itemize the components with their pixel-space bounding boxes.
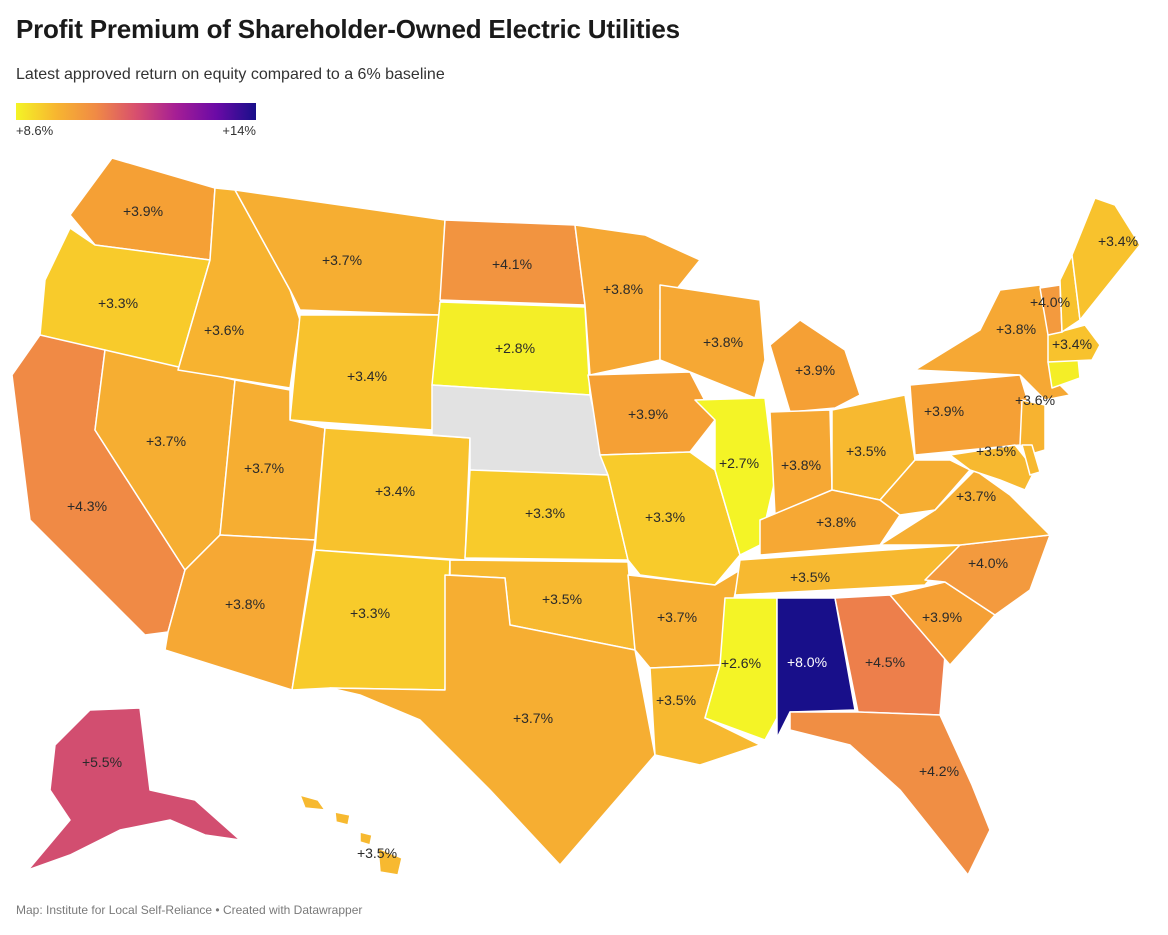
state-ia[interactable] (587, 371, 716, 456)
label-id: +3.6% (204, 322, 244, 338)
us-choropleth-map: +3.9% +3.3% +4.3% +3.7% +3.6% +3.7% +3.4… (11, 157, 1141, 876)
label-nm: +3.3% (350, 605, 390, 621)
label-la: +3.5% (656, 692, 696, 708)
label-pa: +3.9% (924, 403, 964, 419)
label-ut: +3.7% (244, 460, 284, 476)
label-wi: +3.8% (703, 334, 743, 350)
label-wy: +3.4% (347, 368, 387, 384)
label-az: +3.8% (225, 596, 265, 612)
state-al[interactable] (776, 597, 856, 739)
label-ky: +3.8% (816, 514, 856, 530)
state-tn[interactable] (734, 544, 961, 596)
label-ca: +4.3% (67, 498, 107, 514)
state-de[interactable] (1021, 444, 1041, 476)
label-nc: +4.0% (968, 555, 1008, 571)
map-subtitle: Latest approved return on equity compare… (16, 66, 445, 83)
state-ak[interactable] (27, 707, 241, 871)
label-il: +2.7% (719, 455, 759, 471)
state-mt[interactable] (234, 189, 446, 316)
map-title: Profit Premium of Shareholder-Owned Elec… (16, 14, 680, 44)
state-ma[interactable] (1047, 324, 1101, 363)
label-mt: +3.7% (322, 252, 362, 268)
state-labels: +3.9% +3.3% +4.3% +3.7% +3.6% +3.7% +3.4… (67, 203, 1138, 861)
label-ia: +3.9% (628, 406, 668, 422)
state-il[interactable] (694, 397, 776, 556)
source-credit: Map: Institute for Local Self-Reliance •… (16, 903, 363, 917)
label-me: +3.4% (1098, 233, 1138, 249)
legend-gradient-bar (16, 103, 256, 120)
label-ks: +3.3% (525, 505, 565, 521)
state-nj[interactable] (1019, 399, 1046, 456)
label-tx: +3.7% (513, 710, 553, 726)
legend-min-label: +8.6% (16, 123, 54, 138)
label-tn: +3.5% (790, 569, 830, 585)
label-va: +3.7% (956, 488, 996, 504)
state-hi[interactable] (299, 794, 403, 876)
label-ny: +3.8% (996, 321, 1036, 337)
legend-max-label: +14% (222, 123, 256, 138)
label-ak: +5.5% (82, 754, 122, 770)
label-mn: +3.8% (603, 281, 643, 297)
label-wa: +3.9% (123, 203, 163, 219)
label-nv: +3.7% (146, 433, 186, 449)
state-tx[interactable] (329, 574, 656, 866)
legend-labels: +8.6% +14% (16, 123, 256, 141)
state-fl[interactable] (789, 711, 991, 876)
label-md: +3.5% (976, 443, 1016, 459)
state-me[interactable] (1071, 197, 1141, 321)
state-shapes (11, 157, 1141, 876)
label-al: +8.0% (787, 654, 827, 670)
label-ga: +4.5% (865, 654, 905, 670)
label-ok: +3.5% (542, 591, 582, 607)
label-or: +3.3% (98, 295, 138, 311)
label-nj: +3.6% (1015, 392, 1055, 408)
label-nd: +4.1% (492, 256, 532, 272)
state-md[interactable] (949, 444, 1036, 491)
label-hi: +3.5% (357, 845, 397, 861)
label-vt: +4.0% (1030, 294, 1070, 310)
label-sc: +3.9% (922, 609, 962, 625)
color-legend: +8.6% +14% (16, 103, 256, 141)
label-in: +3.8% (781, 457, 821, 473)
label-mi: +3.9% (795, 362, 835, 378)
label-ms: +2.6% (721, 655, 761, 671)
label-fl: +4.2% (919, 763, 959, 779)
label-ar: +3.7% (657, 609, 697, 625)
label-co: +3.4% (375, 483, 415, 499)
label-sd: +2.8% (495, 340, 535, 356)
label-oh: +3.5% (846, 443, 886, 459)
label-ma: +3.4% (1052, 336, 1092, 352)
label-mo: +3.3% (645, 509, 685, 525)
